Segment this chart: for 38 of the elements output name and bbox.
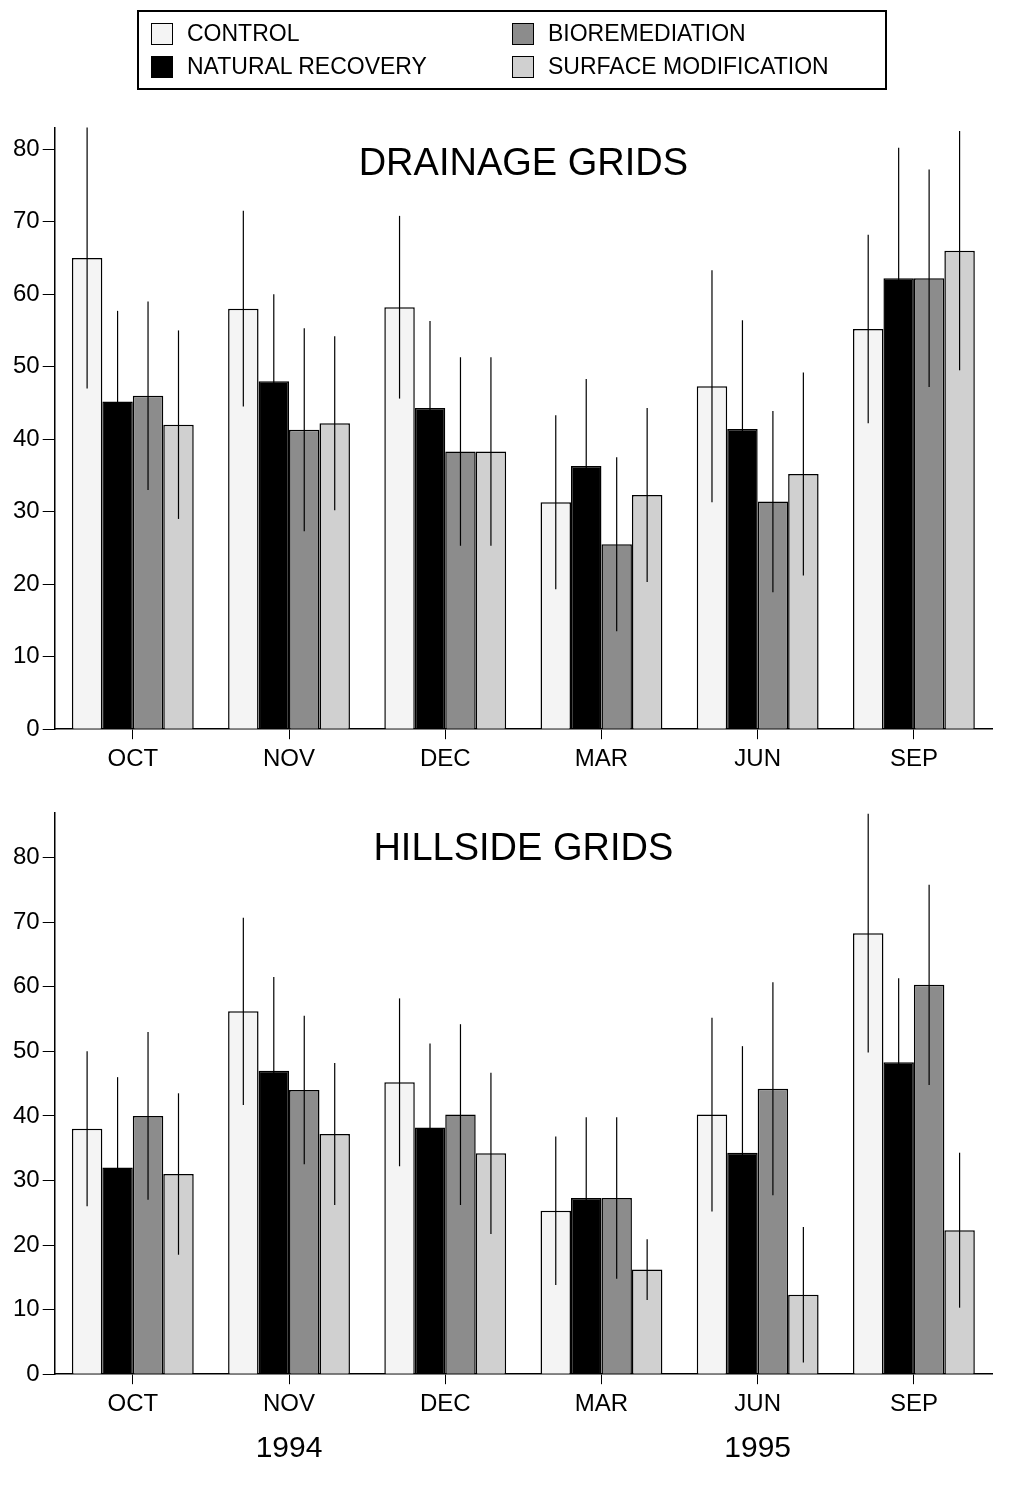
y-tick-label: 60 — [12, 278, 40, 306]
y-tick-label: 30 — [12, 496, 40, 524]
x-tick-label: JUN — [734, 744, 782, 772]
text: 1994 — [255, 1430, 323, 1464]
x-tick-label: MAR — [574, 744, 629, 772]
y-tick-label: 80 — [12, 842, 40, 870]
y-tick-label: 50 — [12, 1035, 40, 1063]
y-tick-label: 20 — [12, 1229, 40, 1257]
x-tick-label: OCT — [107, 744, 159, 772]
chart-title: DRAINAGE GRIDS — [358, 140, 689, 183]
y-tick-label: 0 — [26, 1358, 40, 1386]
x-tick-label: NOV — [263, 1389, 316, 1417]
legend-label: NATURAL RECOVERY — [187, 53, 427, 80]
legend-label: BIOREMEDIATION — [548, 20, 746, 47]
y-tick-label: 40 — [12, 423, 40, 451]
y-tick-label: 50 — [12, 351, 40, 379]
x-tick-label: DEC — [419, 1389, 471, 1417]
y-tick-label: 20 — [12, 568, 40, 596]
y-tick-label: 10 — [12, 641, 40, 669]
y-tick-label: 80 — [12, 133, 40, 161]
x-tick-label: MAR — [574, 1389, 629, 1417]
x-tick-label: OCT — [107, 1389, 159, 1417]
x-tick-label: NOV — [263, 744, 316, 772]
y-tick-label: 40 — [12, 1100, 40, 1128]
y-tick-label: 10 — [12, 1294, 40, 1322]
x-tick-label: SEP — [889, 1389, 938, 1417]
y-tick-label: 0 — [26, 713, 40, 741]
y-tick-label: 60 — [12, 971, 40, 999]
legend-label: SURFACE MODIFICATION — [548, 53, 829, 80]
text: 1995 — [724, 1430, 792, 1464]
y-tick-label: 70 — [12, 906, 40, 934]
legend-label: CONTROL — [187, 20, 300, 47]
chart-title: HILLSIDE GRIDS — [373, 825, 674, 868]
x-tick-label: JUN — [734, 1389, 782, 1417]
x-tick-label: DEC — [419, 744, 471, 772]
x-tick-label: SEP — [889, 744, 938, 772]
y-tick-label: 70 — [12, 206, 40, 234]
y-tick-label: 30 — [12, 1165, 40, 1193]
